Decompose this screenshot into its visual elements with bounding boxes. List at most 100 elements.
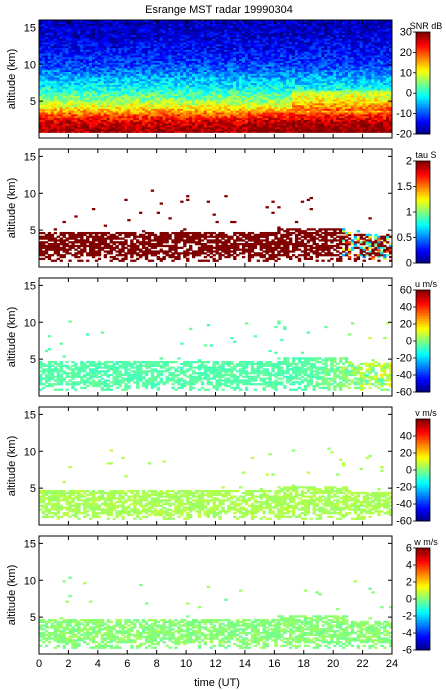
heatmap-cell [186, 75, 190, 78]
heatmap-cell [74, 110, 78, 113]
heatmap-cell [121, 97, 125, 100]
heatmap-cell [165, 121, 169, 124]
heatmap-cell [56, 60, 60, 63]
heatmap-cell [130, 49, 134, 52]
heatmap-cell [97, 112, 102, 115]
heatmap-cell [103, 55, 108, 58]
heatmap-cell [74, 38, 78, 41]
heatmap-cell [127, 47, 131, 50]
heatmap-cell [100, 119, 105, 122]
heatmap-cell [83, 23, 87, 26]
heatmap-cell [89, 34, 93, 37]
heatmap-cell [159, 106, 163, 109]
heatmap-cell [153, 31, 158, 34]
heatmap-cell [94, 130, 99, 133]
heatmap-cell [141, 32, 146, 36]
heatmap-cell [150, 101, 155, 104]
heatmap-cell [100, 21, 105, 25]
heatmap-cell [97, 62, 102, 65]
heatmap-cell [168, 36, 172, 39]
heatmap-cell [206, 55, 211, 58]
heatmap-cell [83, 66, 87, 69]
heatmap-cell [150, 88, 155, 91]
heatmap-cell [86, 93, 90, 96]
heatmap-cell [162, 43, 166, 47]
heatmap-cell [159, 20, 163, 23]
heatmap-cell [91, 99, 96, 102]
heatmap-cell [80, 97, 84, 100]
heatmap-cell [144, 102, 149, 106]
heatmap-cell [59, 38, 63, 41]
heatmap-cell [80, 60, 84, 63]
heatmap-cell [194, 69, 199, 73]
heatmap-cell [77, 49, 81, 52]
heatmap-cell [77, 53, 81, 56]
heatmap-cell [191, 91, 196, 95]
heatmap-cell [159, 40, 163, 43]
heatmap-cell [147, 93, 152, 96]
heatmap-cell [97, 97, 102, 100]
heatmap-cell [130, 91, 134, 95]
heatmap-cell [159, 29, 163, 32]
heatmap-cell [183, 123, 187, 126]
heatmap-cell [150, 128, 155, 132]
heatmap-cell [139, 38, 143, 41]
heatmap-cell [150, 20, 155, 23]
heatmap-cell [156, 82, 161, 85]
heatmap-cell [147, 36, 152, 39]
heatmap-cell [141, 45, 146, 49]
heatmap-cell [212, 110, 216, 113]
heatmap-cell [118, 64, 122, 67]
heatmap-cell [109, 21, 113, 25]
heatmap-cell [136, 125, 140, 128]
heatmap-cell [50, 42, 55, 45]
heatmap-cell [68, 91, 72, 95]
heatmap-cell [53, 49, 58, 52]
heatmap-cell [156, 64, 161, 67]
heatmap-cell [103, 43, 108, 47]
heatmap-cell [94, 73, 99, 76]
heatmap-cell [186, 91, 190, 95]
heatmap-cell [159, 71, 163, 74]
heatmap-cell [203, 119, 208, 122]
heatmap-cell [206, 126, 211, 130]
heatmap-cell [189, 128, 193, 132]
heatmap-cell [200, 60, 205, 63]
heatmap-cell [86, 29, 90, 32]
heatmap-cell [100, 80, 105, 84]
heatmap-cell [91, 125, 96, 128]
heatmap-cell [41, 101, 46, 104]
heatmap-cell [68, 32, 72, 36]
heatmap-cell [147, 73, 152, 76]
heatmap-cell [109, 126, 113, 130]
heatmap-cell [194, 66, 199, 69]
heatmap-cell [59, 34, 63, 37]
heatmap-cell [206, 130, 211, 133]
heatmap-cell [215, 114, 219, 117]
heatmap-cell [171, 91, 175, 95]
heatmap-cell [147, 97, 152, 100]
heatmap-cell [130, 55, 134, 58]
heatmap-cell [165, 29, 169, 32]
heatmap-cell [44, 31, 49, 34]
heatmap-cell [156, 126, 161, 130]
heatmap-cell [212, 99, 216, 102]
heatmap-cell [212, 112, 216, 115]
heatmap-cell [150, 84, 155, 87]
heatmap-cell [83, 49, 87, 52]
heatmap-cell [39, 43, 43, 47]
heatmap-cell [159, 90, 163, 93]
heatmap-cell [144, 29, 149, 32]
heatmap-cell [41, 126, 46, 130]
heatmap-cell [150, 97, 155, 100]
heatmap-cell [83, 55, 87, 58]
heatmap-cell [39, 23, 43, 26]
heatmap-cell [89, 97, 93, 100]
heatmap-cell [141, 25, 146, 28]
heatmap-cell [118, 112, 122, 115]
heatmap-cell [59, 49, 63, 52]
heatmap-cell [115, 128, 119, 132]
heatmap-cell [39, 126, 43, 130]
heatmap-cell [212, 42, 216, 45]
heatmap-cell [153, 40, 158, 43]
